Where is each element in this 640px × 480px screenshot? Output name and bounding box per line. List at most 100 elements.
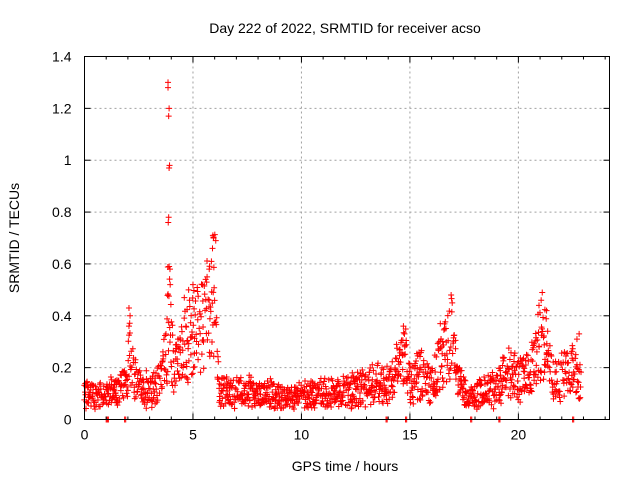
data-point — [564, 360, 571, 367]
data-point — [273, 396, 280, 403]
data-point — [429, 367, 436, 374]
data-point — [173, 377, 180, 384]
data-point — [516, 391, 523, 398]
data-point — [359, 367, 366, 374]
data-point — [386, 368, 393, 375]
data-point — [412, 360, 419, 367]
data-point — [552, 393, 559, 400]
data-point — [384, 400, 391, 407]
data-point — [170, 388, 177, 395]
data-point — [439, 338, 446, 345]
data-point — [168, 318, 175, 325]
data-point — [522, 361, 529, 368]
data-point — [537, 377, 544, 384]
data-point — [411, 383, 418, 390]
data-point — [165, 319, 172, 326]
data-point — [152, 380, 159, 387]
data-point — [410, 400, 417, 407]
data-point — [172, 348, 179, 355]
data-point — [370, 367, 377, 374]
data-point — [156, 390, 163, 397]
data-point — [344, 374, 351, 381]
data-point — [183, 363, 190, 370]
data-point — [148, 390, 155, 397]
data-point — [392, 355, 399, 362]
data-point — [295, 399, 302, 406]
data-point — [302, 378, 309, 385]
data-point — [418, 347, 425, 354]
data-point — [201, 282, 208, 289]
data-point — [378, 388, 385, 395]
data-point — [517, 399, 524, 406]
data-point — [206, 297, 213, 304]
data-point — [533, 348, 540, 355]
data-point — [197, 310, 204, 317]
data-point — [424, 360, 431, 367]
data-point — [461, 394, 468, 401]
data-point — [215, 376, 222, 383]
data-point — [523, 351, 530, 358]
data-point — [165, 219, 172, 226]
y-tick-label: 0.2 — [52, 360, 72, 376]
data-point — [129, 345, 136, 352]
data-point — [166, 263, 173, 270]
data-point — [531, 340, 538, 347]
data-point — [116, 395, 123, 402]
data-point — [302, 396, 309, 403]
data-point — [167, 301, 174, 308]
data-point — [406, 368, 413, 375]
data-point — [230, 377, 237, 384]
data-point — [506, 356, 513, 363]
data-point — [178, 328, 185, 335]
data-point — [311, 380, 318, 387]
data-point — [368, 391, 375, 398]
data-point — [406, 377, 413, 384]
data-point — [520, 368, 527, 375]
data-point — [196, 325, 203, 332]
data-point — [548, 377, 555, 384]
data-point — [303, 403, 310, 410]
data-point — [498, 400, 505, 407]
data-point — [214, 348, 221, 355]
data-point — [508, 376, 515, 383]
data-point — [528, 388, 535, 395]
data-point — [514, 378, 521, 385]
data-point — [576, 361, 583, 368]
data-point — [536, 309, 543, 316]
data-point — [439, 374, 446, 381]
data-point — [132, 356, 139, 363]
data-point — [528, 387, 535, 394]
data-point — [194, 288, 201, 295]
data-point — [405, 360, 412, 367]
data-point — [484, 380, 491, 387]
data-point — [496, 397, 503, 404]
data-point — [426, 400, 433, 407]
data-point — [174, 356, 181, 363]
data-point — [364, 392, 371, 399]
data-point — [444, 312, 451, 319]
data-point — [337, 388, 344, 395]
data-point — [490, 405, 497, 412]
data-point — [184, 306, 191, 313]
data-point — [262, 398, 269, 405]
data-point — [557, 398, 564, 405]
data-point — [174, 360, 181, 367]
data-point — [313, 397, 320, 404]
data-point — [216, 380, 223, 387]
data-point — [543, 307, 550, 314]
data-point — [165, 84, 172, 91]
data-point — [446, 376, 453, 383]
y-tick-label: 0.6 — [52, 256, 72, 272]
data-point — [438, 363, 445, 370]
data-point — [425, 389, 432, 396]
data-point — [328, 403, 335, 410]
data-point — [246, 378, 253, 385]
data-point — [369, 361, 376, 368]
data-point — [236, 395, 243, 402]
data-point — [286, 403, 293, 410]
data-point — [528, 356, 535, 363]
data-point — [143, 405, 150, 412]
data-point — [565, 359, 572, 366]
data-point — [558, 350, 565, 357]
data-point — [370, 398, 377, 405]
